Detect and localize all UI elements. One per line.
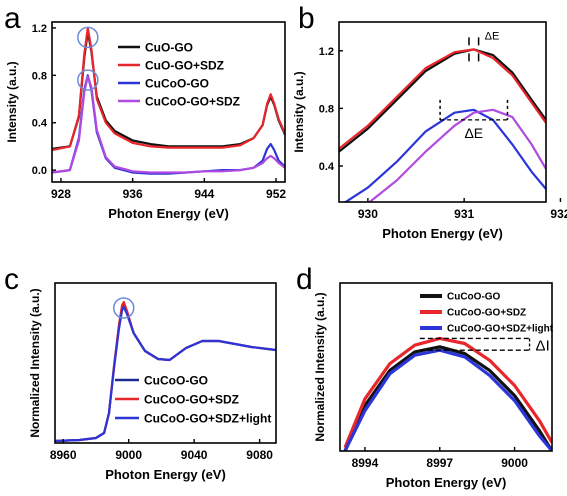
y-tick-label: 0.8 xyxy=(319,103,334,115)
y-axis-title: Intensity (a.u.) xyxy=(292,71,306,152)
panel-letter-a: a xyxy=(4,2,21,35)
panel-a: a 928 936 944 952 0.0 0.4 0.8 1.2 Photon Energy (… xyxy=(4,2,286,221)
x-tick-label: 8994 xyxy=(352,456,379,470)
series-line-c-2 xyxy=(55,305,276,443)
series-group xyxy=(52,26,285,175)
legend-label: CuCoO-GO+SDZ xyxy=(144,392,239,406)
peak-circle xyxy=(113,297,135,319)
axes-frame xyxy=(338,21,547,203)
x-axis-title: Photon Energy (eV) xyxy=(108,206,229,221)
y-tick-label: 0.0 xyxy=(32,165,47,177)
x-tick-label: 8997 xyxy=(426,456,453,470)
legend-label: CuCoO-GO xyxy=(447,292,501,303)
x-tick-label: 952 xyxy=(266,187,286,201)
y-axis-title: Intensity (a.u.) xyxy=(5,61,19,142)
axes-frame xyxy=(339,282,553,452)
panel-c: c 8960 9000 9040 9080 Photon Energy (eV) Norma… xyxy=(4,263,277,482)
legend-a: CuO-GO CuO-GO+SDZ CuCoO-GO CuCoO-GO+SDZ xyxy=(118,40,240,108)
legend-label: CuCoO-GO+SDZ xyxy=(145,94,240,108)
y-tick-label: 0.4 xyxy=(319,161,335,173)
delta-e-bottom-label: ΔE xyxy=(464,125,483,141)
x-tick-label: 930 xyxy=(358,207,378,221)
panel-letter-d: d xyxy=(296,263,313,296)
y-axis-title: Normalized Intensity (a.u.) xyxy=(313,292,327,441)
legend-label: CuCoO-GO+SDZ+light xyxy=(447,324,554,335)
series-group xyxy=(343,336,552,451)
x-axis-title: Photon Energy (eV) xyxy=(105,467,226,482)
x-axis-title: Photon Energy (eV) xyxy=(386,475,507,490)
legend-label: CuO-GO+SDZ xyxy=(145,58,224,72)
series-line-b-2 xyxy=(343,108,546,202)
panel-letter-b: b xyxy=(298,2,315,35)
peak-circle-lower xyxy=(77,69,99,91)
legend-label: CuCoO-GO+SDZ+light xyxy=(144,411,271,425)
x-tick-label: 9000 xyxy=(501,456,528,470)
axes-frame xyxy=(51,21,286,183)
x-tick-label: 944 xyxy=(194,187,214,201)
series-line-d-0 xyxy=(343,345,552,451)
series-line-a-3 xyxy=(52,75,285,174)
series-line-b-1 xyxy=(339,48,546,150)
peak-circle-upper xyxy=(77,26,99,49)
panel-letter-c: c xyxy=(4,263,19,296)
legend-c: CuCoO-GO CuCoO-GO+SDZ CuCoO-GO+SDZ+light xyxy=(115,373,271,425)
y-tick-label: 1.2 xyxy=(32,23,47,35)
series-group xyxy=(339,48,546,202)
delta-e-top-label: ΔE xyxy=(485,30,500,42)
y-tick-label: 1.2 xyxy=(319,46,334,58)
x-tick-label: 928 xyxy=(51,187,71,201)
y-tick-label: 0.4 xyxy=(32,118,48,130)
panel-b: b 930 931 932 0.4 0.8 1.2 Photon Energy (eV) Int… xyxy=(292,2,567,241)
series-line-d-1 xyxy=(343,336,552,449)
series-line-d-2 xyxy=(343,348,552,451)
legend-d: CuCoO-GO CuCoO-GO+SDZ CuCoO-GO+SDZ+light xyxy=(420,292,554,335)
y-axis-title: Normalized Intensity (a.u.) xyxy=(28,288,42,437)
legend-label: CuCoO-GO xyxy=(144,373,208,387)
delta-i-label: ΔI xyxy=(536,337,550,354)
x-tick-label: 9000 xyxy=(115,448,142,462)
legend-label: CuO-GO xyxy=(145,40,193,54)
x-tick-label: 931 xyxy=(454,207,474,221)
x-tick-label: 9040 xyxy=(181,448,208,462)
axes-frame xyxy=(54,282,277,444)
x-tick-label: 8960 xyxy=(50,448,77,462)
delta-e-annotations: ΔE ΔE xyxy=(439,30,509,141)
x-tick-label: 936 xyxy=(123,187,143,201)
series-line-a-1 xyxy=(52,26,285,152)
delta-i-annotation: ΔI xyxy=(419,337,550,354)
legend-label: CuCoO-GO xyxy=(145,76,209,90)
x-tick-label: 932 xyxy=(550,207,567,221)
series-group xyxy=(55,300,276,443)
panel-d: d 8994 8997 9000 Photon Energy (eV) Normalize… xyxy=(296,263,553,490)
x-axis-title: Photon Energy (eV) xyxy=(382,226,503,241)
legend-label: CuCoO-GO+SDZ xyxy=(447,308,526,319)
x-tick-label: 9080 xyxy=(246,448,273,462)
y-tick-label: 0.8 xyxy=(32,70,47,82)
